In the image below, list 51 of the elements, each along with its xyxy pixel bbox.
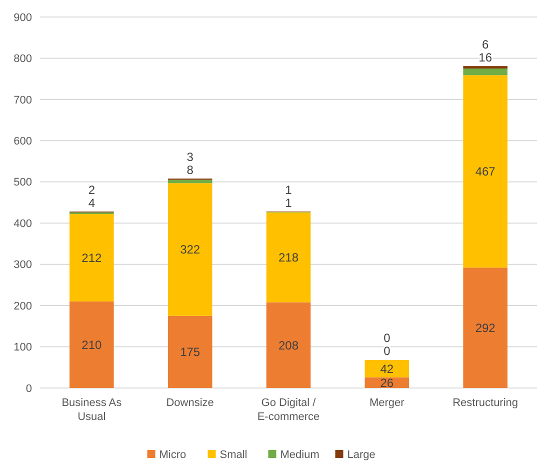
data-label: 6: [482, 37, 489, 52]
legend-label: Medium: [280, 448, 320, 461]
y-tick-label: 600: [14, 136, 32, 148]
data-label: 218: [278, 250, 299, 265]
x-tick-label: Merger: [369, 397, 405, 409]
data-label: 26: [380, 376, 394, 390]
x-tick-label: Restructuring: [452, 397, 518, 409]
data-label: 1: [285, 196, 292, 210]
y-tick-label: 900: [14, 12, 32, 24]
data-label: 208: [278, 338, 299, 352]
bar: [168, 316, 212, 388]
bar: [168, 183, 212, 316]
bar: [463, 66, 508, 69]
data-label: 212: [82, 250, 102, 265]
data-label: 210: [82, 338, 102, 352]
bar: [168, 180, 212, 184]
bar: [463, 75, 508, 268]
bar: [463, 268, 508, 388]
legend-label: Micro: [159, 448, 186, 461]
y-tick-label: 500: [14, 176, 32, 189]
y-tick-label: 100: [14, 342, 32, 354]
y-tick-label: 200: [14, 300, 32, 312]
x-tick-label: Go Digital / E-commerce: [257, 397, 320, 423]
data-label: 0: [384, 344, 391, 358]
data-label: 1: [285, 182, 292, 197]
data-label: 4: [88, 196, 96, 210]
y-tick-label: 800: [14, 53, 32, 66]
data-label: 2: [88, 182, 96, 197]
data-label: 467: [475, 164, 496, 179]
data-label: 3: [186, 150, 194, 164]
data-label: 0: [384, 331, 391, 346]
bar: [266, 302, 311, 388]
data-label: 322: [180, 242, 200, 257]
x-tick-label: Downsize: [166, 397, 214, 409]
bar: [70, 214, 114, 302]
bar: [364, 360, 410, 378]
x-tick-label: Business As Usual: [62, 397, 122, 423]
y-tick-label: 300: [14, 259, 32, 272]
bar: [463, 68, 508, 76]
data-label: 175: [180, 345, 200, 360]
legend-label: Large: [347, 448, 376, 461]
data-label: 16: [478, 50, 492, 64]
y-tick-label: 0: [26, 382, 32, 395]
data-label: 42: [380, 362, 394, 376]
data-label: 8: [186, 162, 194, 177]
legend-label: Small: [220, 448, 248, 461]
y-tick-label: 700: [14, 94, 32, 106]
y-tick-label: 400: [14, 218, 32, 230]
bar: [70, 301, 114, 388]
bar: [266, 212, 311, 302]
data-label: 292: [475, 321, 496, 336]
